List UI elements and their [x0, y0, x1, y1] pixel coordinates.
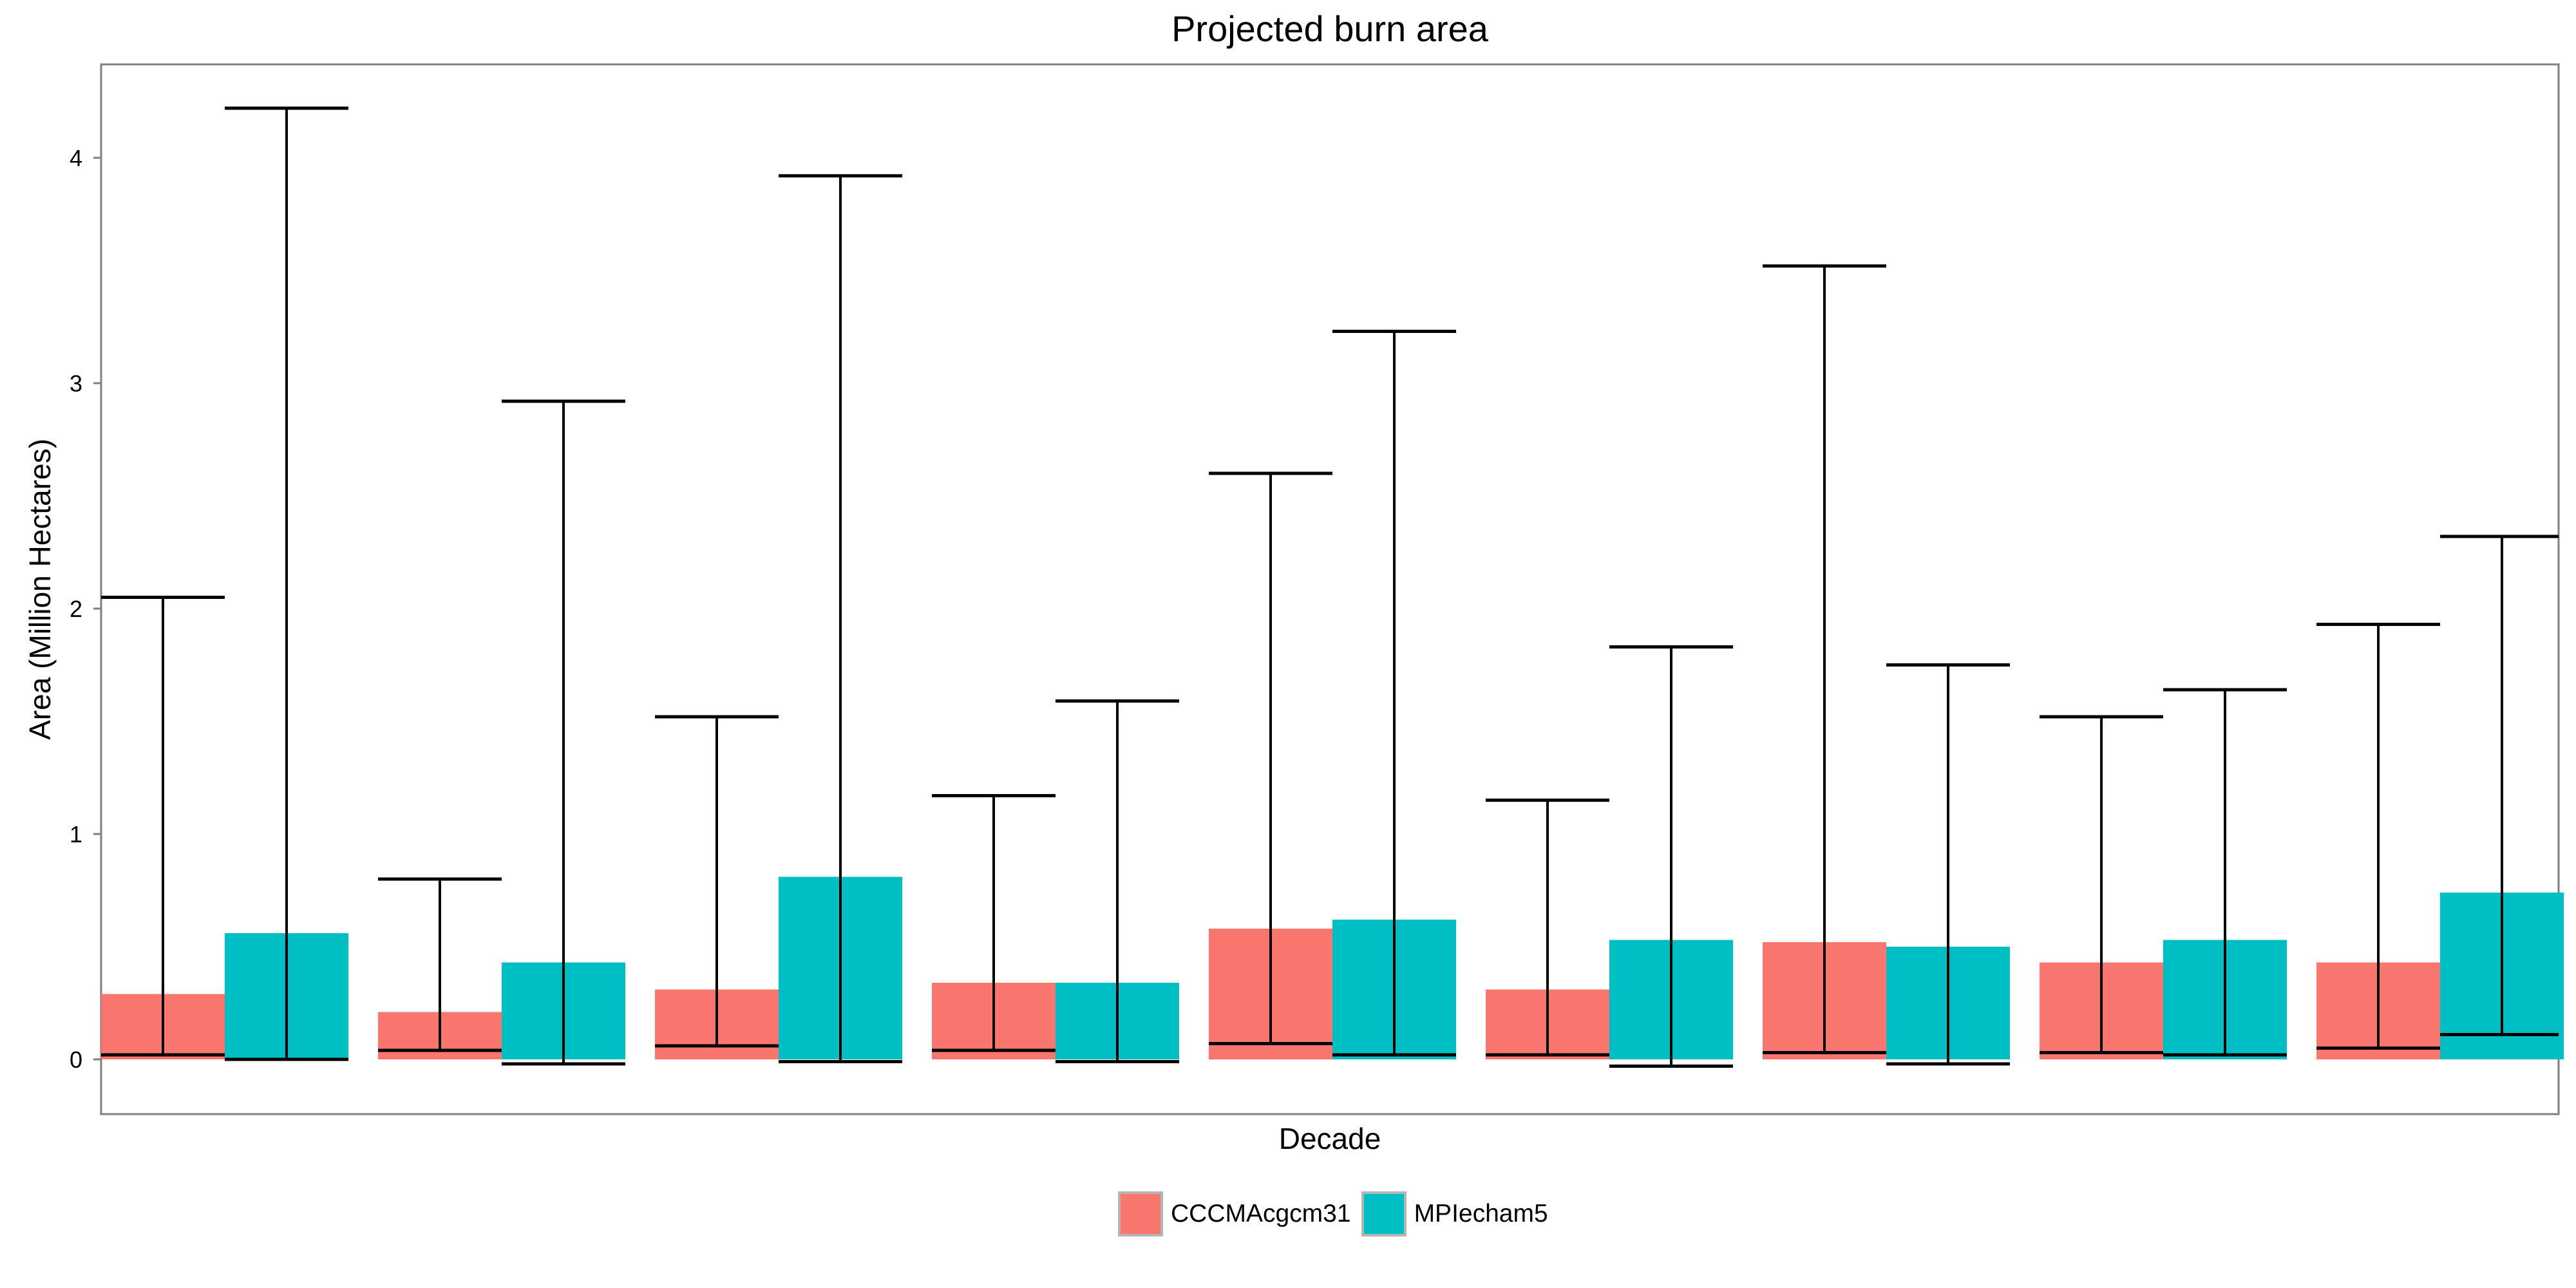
- legend-item-cccmacgcm31: CCCMAcgcm31: [1118, 1191, 1351, 1236]
- y-axis-label: Area (Million Hectares): [23, 439, 57, 740]
- chart-marks: [101, 106, 2564, 1068]
- x-axis-label: Decade: [1279, 1122, 1381, 1155]
- legend-key-cccmacgcm31: [1118, 1191, 1163, 1236]
- y-tick-label-0: 0: [70, 1046, 82, 1073]
- chart-title: Projected burn area: [1171, 8, 1489, 49]
- y-tick-label-1: 1: [70, 821, 82, 848]
- legend-item-mpiecham5: MPIecham5: [1361, 1191, 1548, 1236]
- y-tick-label-2: 2: [70, 596, 82, 622]
- legend-key-mpiecham5: [1361, 1191, 1406, 1236]
- y-axis: 0 1 2 3 4: [70, 145, 101, 1073]
- y-tick-label-3: 3: [70, 370, 82, 397]
- legend-label-mpiecham5: MPIecham5: [1414, 1200, 1548, 1227]
- y-tick-label-4: 4: [70, 145, 82, 171]
- legend: CCCMAcgcm31 MPIecham5: [1118, 1188, 1558, 1240]
- legend-label-cccmacgcm31: CCCMAcgcm31: [1171, 1200, 1351, 1227]
